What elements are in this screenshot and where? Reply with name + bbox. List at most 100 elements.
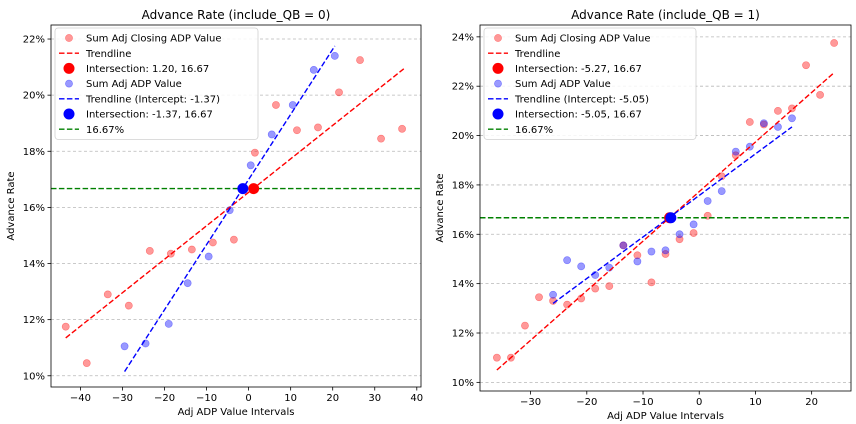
scatter-point xyxy=(591,284,600,293)
y-tick-label: 14% xyxy=(23,259,45,270)
legend-label: Trendline xyxy=(514,49,560,60)
legend-label: Trendline xyxy=(85,49,131,60)
scatter-point xyxy=(816,90,824,99)
scatter-point xyxy=(164,319,173,328)
x-tick-label: −40 xyxy=(70,393,91,404)
scatter-point xyxy=(535,293,543,302)
scatter-point xyxy=(145,246,154,255)
trendline xyxy=(552,126,793,304)
scatter-point xyxy=(272,101,280,109)
scatter-point xyxy=(314,123,322,132)
scatter-point xyxy=(309,65,318,74)
legend-label: 16.67% xyxy=(86,125,124,136)
scatter-point xyxy=(633,257,642,266)
y-tick-label: 24% xyxy=(452,32,474,43)
plot-area xyxy=(480,39,851,371)
scatter-point xyxy=(759,120,768,129)
x-axis-label: Adj ADP Value Intervals xyxy=(607,411,724,422)
scatter-point xyxy=(563,256,572,265)
scatter-point xyxy=(82,359,91,368)
x-tick-label: 0 xyxy=(245,393,251,404)
y-tick-label: 22% xyxy=(452,82,474,93)
x-tick-label: 40 xyxy=(410,393,423,404)
x-tick-label: 0 xyxy=(696,397,702,408)
y-tick-label: 10% xyxy=(23,371,45,382)
chart-panel-1: −40 −30 −20 −10 0 10 20 30 40 10% 12% 14% 16% 18% 20% 2… xyxy=(6,8,423,418)
scatter-point xyxy=(120,342,129,351)
scatter-point xyxy=(549,290,557,299)
trendline xyxy=(65,67,405,339)
scatter-point xyxy=(830,39,839,47)
legend: Sum Adj Closing ADP Value Trendline Inters… xyxy=(483,27,697,140)
scatter-point xyxy=(774,106,782,115)
legend: Sum Adj Closing ADP Value Trendline Inters… xyxy=(54,27,259,140)
scatter-point xyxy=(633,251,642,260)
scatter-point xyxy=(774,123,782,131)
scatter-point xyxy=(759,119,768,128)
legend-label: Trendline (Intercept: -5.05) xyxy=(514,94,649,105)
scatter-point xyxy=(563,300,572,309)
intersection-marker xyxy=(665,212,677,224)
x-tick-label: −30 xyxy=(520,397,541,408)
legend-swatch-marker xyxy=(63,108,75,120)
scatter-point xyxy=(335,88,343,97)
scatter-point xyxy=(788,114,796,123)
scatter-point xyxy=(208,238,217,247)
scatter-point xyxy=(521,321,529,330)
scatter-point xyxy=(647,247,656,256)
chart-title: Advance Rate (include_QB = 0) xyxy=(142,8,331,22)
intersection-marker xyxy=(248,183,260,195)
y-tick-label: 16% xyxy=(452,230,474,241)
legend-box xyxy=(54,27,259,140)
legend-box xyxy=(483,27,697,140)
y-tick-label: 12% xyxy=(23,315,45,326)
scatter-point xyxy=(661,246,670,255)
scatter-point xyxy=(703,197,712,205)
scatter-point xyxy=(605,282,614,291)
scatter-point xyxy=(492,353,501,362)
x-axis-label: Adj ADP Value Intervals xyxy=(178,407,295,418)
legend-label: Intersection: -1.37, 16.67 xyxy=(86,110,213,121)
x-tick-label: 10 xyxy=(284,393,297,404)
legend-swatch-marker xyxy=(492,62,504,74)
scatter-point xyxy=(717,187,726,195)
scatter-point xyxy=(229,235,238,244)
scatter-point xyxy=(675,230,684,239)
legend-label: 16.67% xyxy=(515,125,553,136)
scatter-point xyxy=(293,126,301,135)
chart-title: Advance Rate (include_QB = 1) xyxy=(571,8,760,22)
scatter-point xyxy=(251,148,259,157)
y-tick-label: 14% xyxy=(452,279,474,290)
legend-swatch-scatter xyxy=(65,79,73,88)
scatter-point xyxy=(647,278,656,287)
scatter-point xyxy=(619,241,628,250)
y-tick-label: 12% xyxy=(452,329,474,340)
scatter-point xyxy=(619,241,628,250)
scatter-point xyxy=(204,252,213,261)
y-axis-label: Advance Rate xyxy=(435,173,446,242)
legend-label: Sum Adj ADP Value xyxy=(515,79,611,90)
x-tick-label: −20 xyxy=(576,397,597,408)
y-tick-label: 22% xyxy=(23,35,45,46)
legend-swatch-marker xyxy=(492,108,504,120)
scatter-point xyxy=(661,250,670,258)
x-tick-label: 30 xyxy=(368,393,381,404)
x-tick-label: −20 xyxy=(154,393,175,404)
scatter-point xyxy=(183,279,192,288)
y-tick-label: 20% xyxy=(452,131,474,142)
scatter-point xyxy=(61,322,70,331)
x-tick-label: −30 xyxy=(112,393,133,404)
legend-swatch-scatter xyxy=(494,79,502,88)
scatter-point xyxy=(187,245,196,254)
legend-label: Intersection: -5.05, 16.67 xyxy=(515,110,642,121)
scatter-point xyxy=(675,235,684,244)
y-tick-label: 18% xyxy=(452,180,474,191)
scatter-point xyxy=(689,229,698,237)
legend-swatch-marker xyxy=(63,62,75,74)
scatter-point xyxy=(356,56,364,64)
legend-label: Trendline (Intercept: -1.37) xyxy=(85,94,220,105)
scatter-point xyxy=(577,262,586,271)
legend-label: Intersection: -5.27, 16.67 xyxy=(515,64,642,75)
scatter-point xyxy=(377,134,385,143)
trendline xyxy=(123,45,336,372)
